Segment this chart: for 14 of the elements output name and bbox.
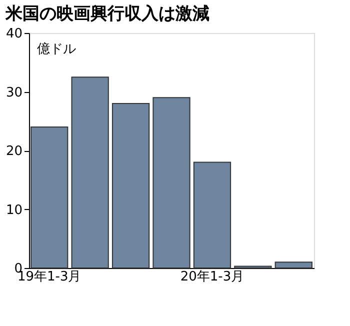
y-tick-label: 40 xyxy=(6,26,22,42)
bar xyxy=(274,262,312,268)
chart-title: 米国の映画興行収入は激減 xyxy=(4,4,210,24)
y-tick-label: 0 xyxy=(14,262,22,276)
bar xyxy=(30,126,68,268)
bar xyxy=(112,103,150,268)
bar xyxy=(71,76,109,268)
x-tick-label: 20年1-3月 xyxy=(180,270,244,284)
y-axis-title: 億ドル xyxy=(37,42,76,57)
y-tick-label: 10 xyxy=(6,202,22,218)
y-tick-label: 20 xyxy=(6,144,22,159)
y-tick-label: 30 xyxy=(6,85,22,100)
bar xyxy=(152,97,190,268)
bar xyxy=(193,162,232,268)
